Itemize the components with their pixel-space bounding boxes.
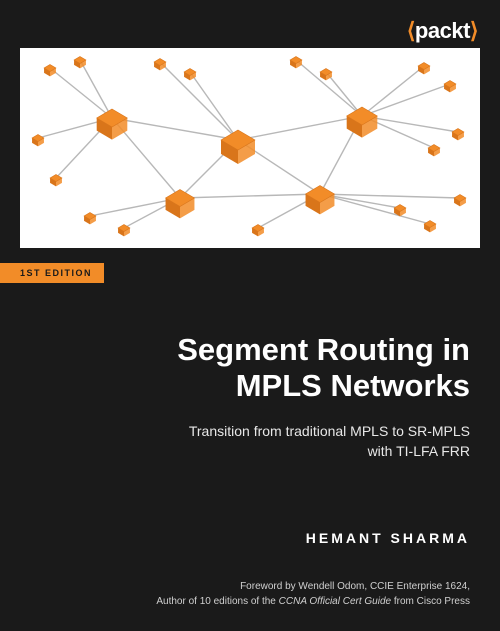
subtitle-line-2: with TI-LFA FRR <box>120 442 470 462</box>
publisher-logo: ⟨packt⟩ <box>407 18 478 44</box>
foreword-line-2: Author of 10 editions of the CCNA Offici… <box>60 595 470 610</box>
foreword-line-1: Foreword by Wendell Odom, CCIE Enterpris… <box>60 580 470 595</box>
book-cover: ⟨packt⟩ 1ST EDITION Segment Routing in M… <box>0 0 500 631</box>
edition-badge: 1ST EDITION <box>0 263 104 283</box>
logo-bracket-close: ⟩ <box>470 18 478 43</box>
logo-bracket-open: ⟨ <box>407 18 415 43</box>
title-line-1: Segment Routing in <box>40 332 470 368</box>
hero-illustration <box>20 48 480 248</box>
foreword-credit: Foreword by Wendell Odom, CCIE Enterpris… <box>60 580 470 609</box>
author-name: HEMANT SHARMA <box>306 530 470 546</box>
book-title: Segment Routing in MPLS Networks <box>40 332 470 403</box>
logo-name: packt <box>415 18 470 43</box>
title-line-2: MPLS Networks <box>40 368 470 404</box>
book-subtitle: Transition from traditional MPLS to SR-M… <box>120 422 470 461</box>
subtitle-line-1: Transition from traditional MPLS to SR-M… <box>120 422 470 442</box>
